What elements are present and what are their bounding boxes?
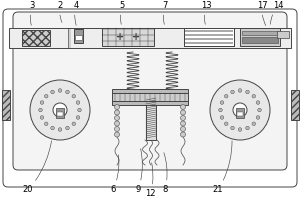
Bar [237,112,243,116]
Circle shape [252,94,256,98]
Bar [2,90,10,120]
Bar [56,108,64,118]
Text: 4: 4 [74,0,79,25]
Circle shape [233,103,247,117]
Bar [75,35,82,40]
Circle shape [256,101,260,104]
Bar [112,89,188,93]
Circle shape [231,90,234,94]
Bar [291,90,299,120]
Text: 3: 3 [29,0,35,25]
Bar [242,31,278,35]
Circle shape [210,80,270,140]
Text: 12: 12 [145,163,155,198]
Circle shape [181,110,185,115]
Bar [242,37,278,43]
Circle shape [115,104,119,110]
Bar [22,30,50,46]
Circle shape [40,101,44,104]
Circle shape [224,94,228,98]
Circle shape [219,108,222,112]
Text: 17: 17 [257,0,267,26]
Circle shape [224,122,228,126]
Circle shape [66,126,69,130]
Circle shape [51,126,54,130]
Circle shape [220,101,224,104]
Text: 13: 13 [201,0,211,24]
Circle shape [238,89,242,92]
Circle shape [40,116,44,119]
Bar [9,28,291,48]
Circle shape [181,104,185,110]
Text: 7: 7 [162,0,168,24]
Bar [57,112,63,116]
Circle shape [44,94,48,98]
Circle shape [39,108,42,112]
Circle shape [58,128,62,131]
Circle shape [53,103,67,117]
Circle shape [115,116,119,120]
Bar [184,28,234,46]
Circle shape [58,89,62,92]
Bar [240,28,280,46]
FancyBboxPatch shape [13,12,287,170]
Circle shape [115,121,119,126]
Circle shape [246,90,249,94]
Circle shape [181,127,185,132]
Circle shape [252,122,256,126]
Bar [184,28,234,46]
Circle shape [181,121,185,126]
Text: 20: 20 [23,141,52,194]
Circle shape [76,116,80,119]
Bar [185,38,233,40]
Circle shape [72,122,76,126]
Circle shape [220,116,224,119]
Bar [74,29,83,43]
Circle shape [66,90,69,94]
Circle shape [238,128,242,131]
Circle shape [231,126,234,130]
Bar [112,101,188,105]
Circle shape [44,122,48,126]
Circle shape [115,127,119,132]
Circle shape [115,110,119,115]
Bar [146,100,156,140]
Text: +: + [132,32,140,42]
Text: 6: 6 [110,155,119,194]
Text: 8: 8 [162,153,168,194]
Text: +: + [116,32,124,42]
Circle shape [30,80,90,140]
FancyBboxPatch shape [3,9,297,187]
Circle shape [78,108,81,112]
Text: 14: 14 [270,0,283,24]
Bar [236,108,244,118]
Circle shape [72,94,76,98]
Bar [277,31,289,38]
Circle shape [181,132,185,137]
Text: 9: 9 [135,149,142,194]
Bar [112,93,188,101]
Circle shape [51,90,54,94]
Text: 5: 5 [119,0,124,24]
Circle shape [181,116,185,120]
Bar [185,29,233,32]
Circle shape [76,101,80,104]
Circle shape [256,116,260,119]
Circle shape [246,126,249,130]
Circle shape [258,108,261,112]
Bar [185,42,233,44]
Text: 2: 2 [57,0,63,22]
Bar [102,28,154,46]
Text: 21: 21 [213,141,232,194]
Bar [185,33,233,36]
Circle shape [115,132,119,137]
